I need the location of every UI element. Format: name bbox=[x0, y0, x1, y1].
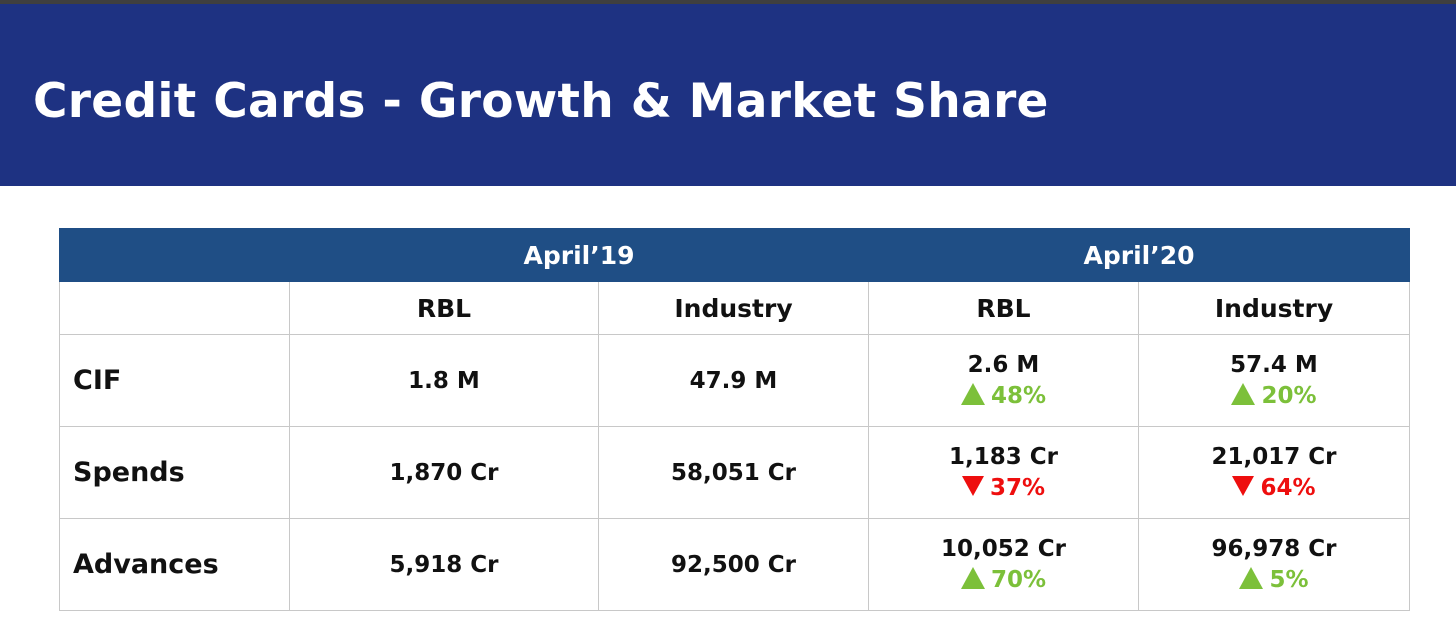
title-banner: Credit Cards - Growth & Market Share bbox=[0, 4, 1456, 186]
change-indicator: 37% bbox=[869, 473, 1138, 504]
cell-rbl-2020: 1,183 Cr 37% bbox=[868, 426, 1139, 519]
triangle-down-icon bbox=[961, 476, 984, 496]
cell-industry-2019: 58,051 Cr bbox=[598, 426, 869, 519]
change-indicator: 64% bbox=[1139, 473, 1409, 504]
table-row: Advances 5,918 Cr 92,500 Cr 10,052 Cr 70% 96,… bbox=[59, 518, 1410, 611]
change-percent: 20% bbox=[1261, 382, 1317, 409]
row-label: CIF bbox=[59, 334, 290, 427]
change-indicator: 5% bbox=[1139, 565, 1409, 596]
row-label: Advances bbox=[59, 518, 290, 611]
change-indicator: 70% bbox=[869, 565, 1138, 596]
subheader-rbl-2019: RBL bbox=[289, 281, 599, 335]
subheader-row: RBL Industry RBL Industry bbox=[59, 281, 1410, 335]
value: 10,052 Cr bbox=[941, 535, 1066, 562]
cell-industry-2020: 21,017 Cr 64% bbox=[1138, 426, 1410, 519]
value: 21,017 Cr bbox=[1211, 443, 1337, 470]
corner-cell bbox=[59, 228, 290, 282]
page-title: Credit Cards - Growth & Market Share bbox=[33, 74, 1049, 129]
change-percent: 5% bbox=[1269, 566, 1309, 593]
subheader-industry-2020: Industry bbox=[1138, 281, 1410, 335]
period-header-row: April’19 April’20 bbox=[59, 228, 1410, 282]
cell-rbl-2019: 1.8 M bbox=[289, 334, 599, 427]
triangle-up-icon bbox=[960, 383, 985, 405]
cell-industry-2019: 47.9 M bbox=[598, 334, 869, 427]
table-body: CIF 1.8 M 47.9 M 2.6 M 48% 57.4 M 20% Spends 1,8… bbox=[59, 334, 1410, 611]
change-percent: 37% bbox=[989, 474, 1046, 501]
value: 57.4 M bbox=[1230, 351, 1318, 378]
row-label: Spends bbox=[59, 426, 290, 519]
cell-rbl-2020: 2.6 M 48% bbox=[868, 334, 1139, 427]
change-indicator: 20% bbox=[1139, 381, 1409, 412]
change-percent: 64% bbox=[1260, 474, 1316, 501]
change-indicator: 48% bbox=[869, 381, 1138, 412]
cell-rbl-2020: 10,052 Cr 70% bbox=[868, 518, 1139, 611]
cell-industry-2020: 57.4 M 20% bbox=[1138, 334, 1410, 427]
value: 96,978 Cr bbox=[1211, 535, 1337, 562]
period-april20: April’20 bbox=[868, 228, 1410, 282]
comparison-table: April’19 April’20 RBL Industry RBL Indus… bbox=[59, 228, 1410, 611]
triangle-up-icon bbox=[1239, 567, 1264, 589]
subheader-industry-2019: Industry bbox=[598, 281, 869, 335]
cell-rbl-2019: 5,918 Cr bbox=[289, 518, 599, 611]
cell-industry-2019: 92,500 Cr bbox=[598, 518, 869, 611]
value: 1,183 Cr bbox=[949, 443, 1058, 470]
value: 2.6 M bbox=[967, 351, 1040, 378]
blank-cell bbox=[59, 281, 290, 335]
cell-rbl-2019: 1,870 Cr bbox=[289, 426, 599, 519]
triangle-up-icon bbox=[960, 567, 985, 589]
cell-industry-2020: 96,978 Cr 5% bbox=[1138, 518, 1410, 611]
change-percent: 70% bbox=[990, 566, 1047, 593]
top-rule bbox=[0, 0, 1456, 4]
change-percent: 48% bbox=[990, 382, 1047, 409]
triangle-down-icon bbox=[1232, 476, 1255, 496]
subheader-rbl-2020: RBL bbox=[868, 281, 1139, 335]
table-row: Spends 1,870 Cr 58,051 Cr 1,183 Cr 37% 21,017… bbox=[59, 426, 1410, 519]
period-april19: April’19 bbox=[289, 228, 869, 282]
triangle-up-icon bbox=[1231, 383, 1256, 405]
table-row: CIF 1.8 M 47.9 M 2.6 M 48% 57.4 M 20% bbox=[59, 334, 1410, 427]
